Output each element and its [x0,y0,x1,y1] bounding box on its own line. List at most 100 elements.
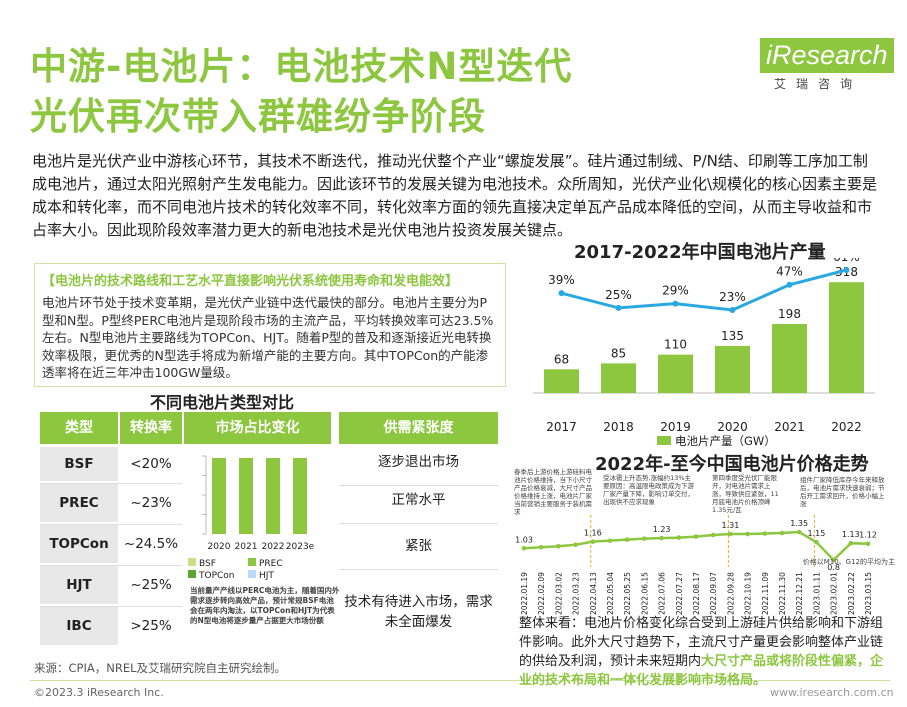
table-cell-rate: ~24.5% [123,536,179,552]
footer-website: www.iresearch.com.cn [770,686,894,699]
table-cell-type: TOPCon [40,525,118,563]
price-date-label: 2023.01.11 [812,572,821,615]
production-bar [544,369,579,393]
price-value-label: 1.35 [790,519,808,528]
production-value-label: 198 [778,307,801,321]
price-annotation-3: 第四季度受光伏厂能限开，对电池片需求上涨，导致供应紧张，11月底电池片价格顶峰1… [712,474,779,514]
footer-divider [30,680,890,681]
production-bar [601,363,636,393]
price-summary: 整体来看：电池片价格变化综合受到上游硅片供给影响和下游组件影响。此外大尺寸趋势下… [519,614,889,690]
growth-label: 39% [548,273,575,287]
price-value-label: 1.12 [859,531,877,540]
price-point [521,545,527,551]
price-unit-note: 价格以M10、G12的平均为主 [803,557,895,566]
price-date-label: 2022.09.28 [726,572,735,615]
price-value-label: 1.13 [842,530,860,539]
price-point [831,557,836,563]
mini-legend-swatch [248,558,256,566]
market-share-mini-chart: 2020 2021 2022 2023e BSF PREC TOPCon HJT [188,455,315,581]
info-box-text: 电池片环节处于技术变革期，是光伏产业链中迭代最快的部分。电池片主要分为P型和N型… [42,295,494,380]
price-point [796,529,802,535]
production-category-label: 2019 [660,420,691,434]
growth-line [561,268,847,312]
production-bar [658,354,693,393]
table-cell-type: IBC [40,607,118,645]
market-share-note: 当前量产产线以PERC电池为主，随着国内外需求逐步转向高效产品，预计常规BSF电… [190,586,340,625]
price-annotation-1: 春季后上游价格上游硅料电池片价格维持，当下小尺寸产品价格衰减，大尺寸产品价格维持… [514,468,592,516]
production-category-label: 2018 [603,420,634,434]
mini-legend-swatch [248,570,256,578]
production-category-label: 2017 [546,420,577,434]
production-chart-title: 2017-2022年中国电池片产量 [574,242,826,263]
table-title: 不同电池片类型对比 [150,393,295,412]
price-point [573,542,578,548]
table-cell-rate: <20% [130,456,172,472]
price-point [624,537,630,542]
page-title-line1: 中游-电池片：电池技术N型迭代 [30,45,573,88]
production-chart: 6820178520181102019135202019820213182022… [533,258,875,448]
intro-paragraph: 电池片是光伏产业中游核心环节，其技术不断迭代，推动光伏整个产业“螺旋发展”。硅片… [32,152,878,239]
price-date-label: 2022.06.15 [640,572,649,615]
price-value-label: 0.8 [827,563,840,572]
iresearch-logo: iResearch 艾瑞咨询 [760,38,894,92]
price-point [642,536,647,541]
growth-label: 47% [776,265,803,279]
price-annotation-2: 受冰雹上升态势,涨幅约13%主要原因：高温限电政策成为下游厂家产量下降，影响订单… [603,474,694,506]
price-date-label: 2022.01.19 [520,572,529,615]
mini-legend-label: TOPCon [198,571,235,581]
table-header-type: 类型 [40,412,118,444]
mini-bar [212,458,226,534]
price-point [762,531,768,536]
price-date-label: 2022.09.07 [709,572,718,615]
table-cell-rate: >25% [130,618,172,634]
price-point [590,539,596,544]
price-date-label: 2023.02.01 [830,572,839,615]
price-value-label: 1.31 [721,521,739,530]
price-date-label: 2023.02.22 [847,572,856,615]
mini-bar [293,458,307,534]
price-date-label: 2022.12.21 [795,572,804,615]
summary-text: 整体来看：电池片价格变化综合受到上游硅片供给影响和下游组件影响。此外大尺寸趋势下… [519,616,884,669]
table-cell-rate: ~25% [130,577,172,593]
growth-point [786,281,793,288]
growth-label: 61% [833,258,860,264]
price-point [607,538,613,543]
growth-label: 29% [662,284,689,298]
price-point [693,534,699,539]
price-point [556,543,561,549]
mini-legend-label: PREC [259,559,283,569]
table-cell-supply: 逐步退出市场 [378,454,459,470]
logo-subtitle: 艾瑞咨询 [774,77,863,91]
price-point [779,530,785,536]
logo-text: iResearch [760,38,894,73]
price-point [659,535,664,541]
growth-point [843,267,850,273]
mini-year-label: 2023e [286,542,315,552]
table-cell-type: HJT [40,566,118,604]
summary-highlight: 大尺寸产品或将阶段性偏紧，企业的技术布局和一体化发展影响市场格局。 [519,654,884,688]
mini-legend-swatch [188,558,196,566]
mini-legend-swatch [188,570,196,578]
price-date-label: 2022.02.09 [537,572,546,615]
price-point [814,539,819,545]
info-box-title: 【电池片的技术路线和工艺水平直接影响光伏系统使用寿命和发电能效】 [42,274,459,289]
growth-point [672,300,679,307]
price-annotation-4: 组件厂家降低库存今年来释放后，电池片需求快速衰弱；节后开工需求回升，价格小幅上涨 [800,476,885,508]
mini-bar [239,458,253,534]
page-title-line2: 光伏再次带入群雄纷争阶段 [30,95,486,138]
table-row-divider [40,606,182,607]
growth-point [615,304,622,311]
production-bar [772,324,807,393]
table-cell-rate: ~23% [130,495,172,511]
table-header-supply: 供需紧张度 [339,412,498,444]
price-date-label: 2022.11.30 [778,572,787,615]
price-value-label: 1.03 [515,535,533,544]
price-value-label: 1.16 [584,529,602,538]
price-date-label: 2023.03.15 [864,572,873,615]
price-value-label: 1.15 [807,529,825,538]
production-value-label: 68 [554,352,569,366]
price-date-label: 2022.08.17 [692,572,701,615]
table-row-divider [40,524,182,525]
price-point [728,531,733,537]
mini-bar [266,458,280,534]
